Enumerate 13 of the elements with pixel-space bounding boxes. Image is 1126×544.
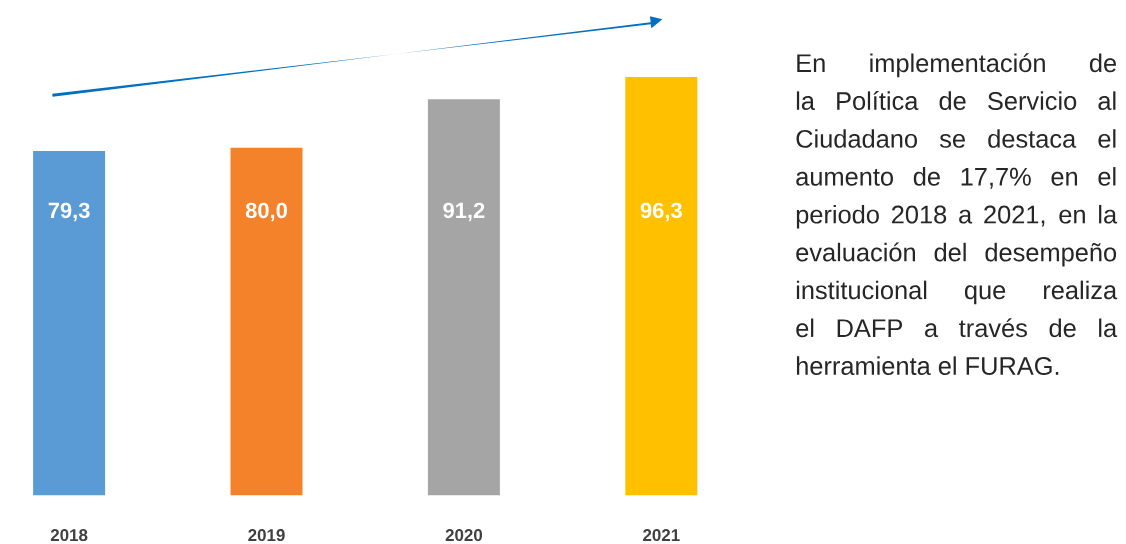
- bar: [33, 150, 106, 496]
- x-tick-label: 2019: [248, 528, 285, 541]
- x-tick-label: 2020: [445, 528, 483, 541]
- data-label: 91,2: [443, 202, 485, 222]
- x-tick-label: 2021: [643, 528, 680, 541]
- bar: [230, 147, 303, 496]
- data-label: 79,3: [48, 202, 90, 222]
- data-label: 96,3: [640, 202, 682, 222]
- bar: [427, 98, 500, 496]
- x-tick-label: 2018: [50, 528, 88, 541]
- bar: [625, 76, 698, 496]
- text: En implementación de la Política de Servicio al Ciudadano se destaca el aumento de 17,7% en el periodo 2018 a 2021, en la evaluación del desempeño institucional que realiza el DAFP a través de la herramienta el FURAG.: [796, 52, 1118, 375]
- data-label: 80,0: [245, 202, 287, 222]
